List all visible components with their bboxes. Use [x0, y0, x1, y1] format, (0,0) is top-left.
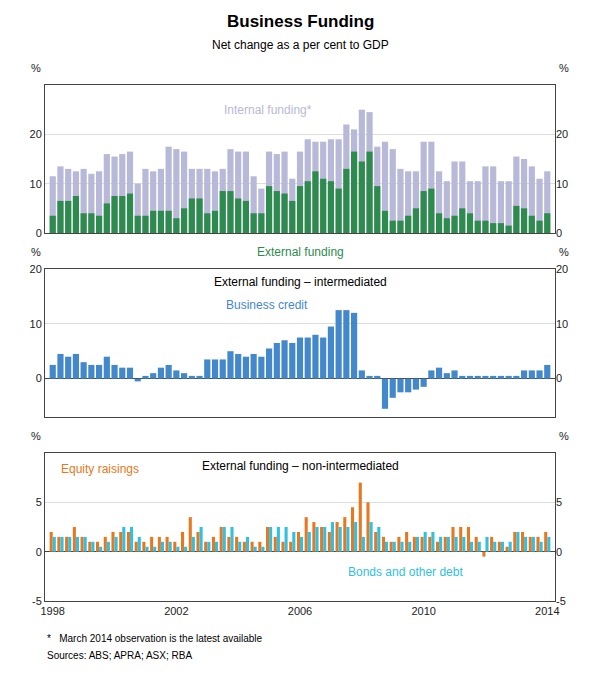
svg-text:0: 0 [556, 227, 562, 239]
svg-text:10: 10 [30, 178, 42, 190]
svg-text:%: % [31, 430, 41, 442]
svg-text:0: 0 [36, 227, 42, 239]
svg-text:%: % [559, 246, 569, 258]
svg-text:20: 20 [30, 128, 42, 140]
svg-text:Bonds and other debt: Bonds and other debt [348, 565, 463, 579]
svg-text:%: % [559, 62, 569, 74]
svg-text:%: % [31, 246, 41, 258]
svg-text:5: 5 [36, 496, 42, 508]
svg-text:%: % [31, 62, 41, 74]
svg-text:-5: -5 [32, 595, 42, 607]
svg-text:2014: 2014 [535, 605, 559, 617]
svg-text:20: 20 [556, 128, 568, 140]
svg-text:Internal funding*: Internal funding* [224, 103, 312, 117]
svg-text:20: 20 [30, 263, 42, 275]
svg-text:5: 5 [556, 496, 562, 508]
svg-text:0: 0 [36, 372, 42, 384]
svg-text:Equity raisings: Equity raisings [61, 462, 139, 476]
svg-text:10: 10 [30, 318, 42, 330]
svg-text:Business Funding: Business Funding [227, 12, 374, 31]
svg-text:2010: 2010 [411, 605, 435, 617]
svg-text:10: 10 [556, 318, 568, 330]
svg-text:External funding – non-interme: External funding – non-intermediated [202, 459, 399, 473]
svg-text:0: 0 [36, 546, 42, 558]
svg-text:Sources: ABS; APRA; ASX; RBA: Sources: ABS; APRA; ASX; RBA [47, 650, 192, 661]
svg-text:0: 0 [556, 546, 562, 558]
svg-text:External funding: External funding [257, 245, 344, 259]
svg-text:1998: 1998 [40, 605, 64, 617]
svg-text:* March 2014 observation is: * March 2014 observation is the latest a… [47, 633, 263, 644]
svg-text:External funding – intermediat: External funding – intermediated [214, 275, 387, 289]
svg-text:Net change as a per cent to GD: Net change as a per cent to GDP [212, 38, 389, 52]
svg-text:2006: 2006 [288, 605, 312, 617]
svg-text:0: 0 [556, 372, 562, 384]
svg-text:%: % [559, 430, 569, 442]
svg-text:-5: -5 [556, 595, 566, 607]
svg-text:2002: 2002 [164, 605, 188, 617]
svg-text:Business credit: Business credit [226, 298, 308, 312]
svg-text:10: 10 [556, 178, 568, 190]
svg-text:20: 20 [556, 263, 568, 275]
